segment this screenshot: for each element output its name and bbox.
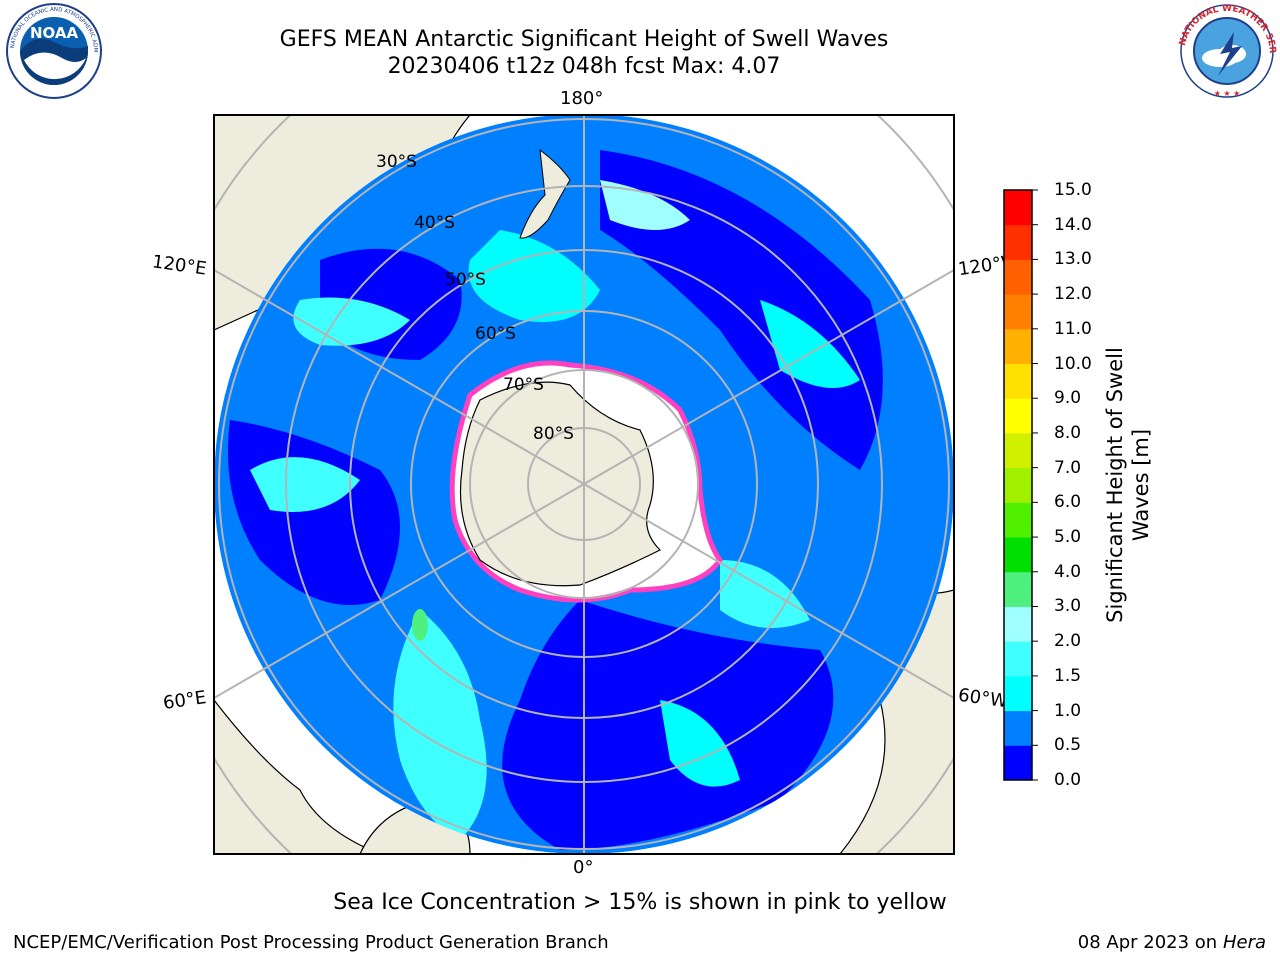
colorbar-swatch — [1004, 641, 1032, 677]
lat-label-70s: 70°S — [503, 375, 544, 395]
lat-label-40s: 40°S — [414, 213, 455, 233]
colorbar-tick-label: 0.0 — [1054, 770, 1082, 790]
colorbar-tick-label: 10.0 — [1054, 353, 1092, 374]
colorbar-tick-label: 13.0 — [1054, 249, 1092, 270]
colorbar-tick-label: 15.0 — [1054, 180, 1092, 200]
nws-logo: NATIONAL WEATHER SERVICE ★ ★ ★ — [1176, 2, 1277, 98]
colorbar-label: Significant Height of Swell Waves [m] — [1103, 347, 1153, 623]
colorbar-tick-label: 0.5 — [1054, 735, 1082, 756]
colorbar-swatch — [1004, 745, 1032, 781]
antarctica-land — [459, 381, 662, 587]
generation-date: 08 Apr 2023 on Hera — [1077, 932, 1266, 953]
map-subtitle: 20230406 t12z 048h fcst Max: 4.07 — [387, 54, 781, 79]
colorbar-swatch — [1004, 710, 1032, 746]
lon-label-180: 180° — [560, 88, 604, 109]
lat-label-30s: 30°S — [376, 152, 417, 172]
colorbar-tick-label: 11.0 — [1054, 318, 1092, 339]
colorbar-swatch — [1004, 432, 1032, 469]
colorbar-tick-label: 8.0 — [1054, 422, 1082, 443]
colorbar-swatch — [1004, 224, 1032, 260]
colorbar-swatch — [1004, 190, 1032, 226]
colorbar-swatch — [1004, 363, 1032, 399]
noaa-logo: NOAA NATIONAL OCEANIC AND ATMOSPHERIC AD… — [2, 2, 102, 99]
colorbar-swatch — [1004, 537, 1032, 573]
colorbar-swatch — [1004, 398, 1032, 434]
colorbar-swatch — [1004, 502, 1032, 538]
colorbar-tick-label: 14.0 — [1054, 214, 1092, 235]
colorbar-tick-label: 7.0 — [1054, 457, 1082, 478]
colorbar-swatch — [1004, 467, 1032, 503]
colorbar — [1003, 189, 1038, 781]
colorbar-swatch — [1004, 259, 1032, 295]
sea-ice-note: Sea Ice Concentration > 15% is shown in … — [333, 890, 947, 915]
colorbar-swatch — [1004, 328, 1032, 365]
colorbar-swatch — [1004, 571, 1032, 607]
colorbar-tick-label: 12.0 — [1054, 284, 1092, 305]
machine-name: Hera — [1222, 932, 1266, 953]
colorbar-tick-label: 5.0 — [1054, 527, 1082, 548]
lat-label-80s: 80°S — [533, 424, 574, 444]
credit-line: NCEP/EMC/Verification Post Processing Pr… — [13, 932, 609, 953]
colorbar-tick-label: 4.0 — [1054, 561, 1082, 582]
lon-label-0: 0° — [573, 857, 594, 878]
colorbar-swatch — [1004, 294, 1032, 330]
svg-text:NOAA: NOAA — [30, 24, 79, 42]
lat-label-60s: 60°S — [475, 324, 516, 344]
svg-text:★ ★ ★: ★ ★ ★ — [1214, 89, 1241, 98]
colorbar-tick-label: 3.0 — [1054, 596, 1082, 617]
map-title: GEFS MEAN Antarctic Significant Height o… — [279, 27, 889, 52]
colorbar-tick-label: 2.0 — [1054, 631, 1082, 652]
colorbar-swatch — [1004, 675, 1032, 712]
colorbar-tick-label: 1.5 — [1054, 665, 1082, 686]
colorbar-tick-label: 6.0 — [1054, 492, 1082, 513]
colorbar-swatch — [1004, 606, 1032, 642]
colorbar-tick-label: 1.0 — [1054, 700, 1082, 721]
lat-label-50s: 50°S — [445, 270, 486, 290]
colorbar-tick-label: 9.0 — [1054, 388, 1082, 409]
